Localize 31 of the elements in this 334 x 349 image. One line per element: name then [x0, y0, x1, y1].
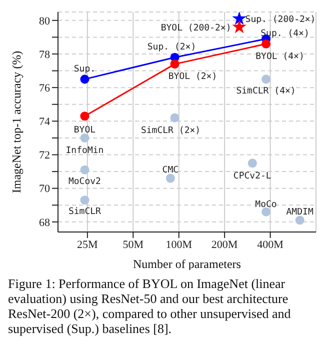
annotation: BYOL (2×) [168, 72, 218, 82]
annotation: BYOL (4×) [256, 52, 304, 62]
y-tick-label: 74 [39, 116, 50, 128]
x-tick-label: 200M [211, 238, 238, 251]
y-tick-label: 80 [39, 15, 50, 28]
annotation: AMDIM [286, 207, 314, 218]
y-tick-label: 70 [39, 183, 50, 196]
annotation: Sup. (2×) [147, 42, 196, 52]
annotation: BYOL (200-2×) [160, 23, 232, 34]
annotation: MoCo [255, 200, 277, 210]
y-tick-label: 68 [39, 216, 50, 229]
y-tick-label: 72 [39, 150, 50, 162]
annotation: SimCLR [68, 207, 102, 218]
annotation: Sup. (4×) [260, 29, 310, 40]
annotation: CPCv2-L [233, 171, 272, 182]
annotation: SimCLR (4×) [236, 86, 296, 96]
annotation: BYOL [74, 125, 96, 136]
x-tick-label: 400M [257, 238, 284, 251]
caption: Figure 1: Performance of BYOL on ImageNet (linear evaluation) using ResNet-50 and our best architecture ResNet-200 (2×), compared to other unsupervised and supervised (Sup.) baselines [8]. [8, 276, 292, 336]
x-tick-label: 50M [122, 238, 144, 251]
y-tick-label: 78 [39, 48, 50, 61]
annotation: CMC [162, 165, 179, 176]
y-tick-label: 76 [39, 82, 50, 94]
annotation: Sup. (200-2×) [245, 14, 316, 25]
annotation: Sup. [74, 64, 96, 74]
annotation: MoCov2 [68, 177, 101, 188]
annotation: SimCLR (2×) [140, 126, 201, 136]
x-tick-label: 100M [166, 238, 192, 251]
x-tick-label: 25M [77, 238, 98, 251]
annotation: InfoMin [66, 146, 104, 156]
y-axis-title: ImageNet top-1 accuracy (%) [9, 50, 24, 194]
